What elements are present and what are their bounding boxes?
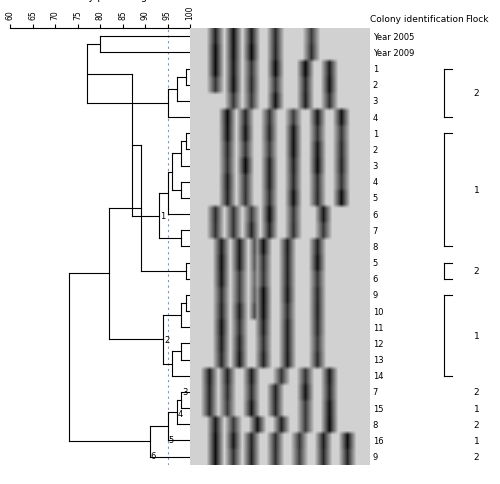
Text: 1: 1 [474, 186, 480, 195]
Text: 4: 4 [178, 409, 182, 418]
Text: 9: 9 [372, 291, 378, 300]
Text: 4: 4 [372, 113, 378, 122]
Text: 15: 15 [372, 404, 383, 413]
Text: 1: 1 [474, 436, 480, 445]
Text: 3: 3 [372, 97, 378, 106]
Text: Flock: Flock [465, 15, 488, 24]
Text: 1: 1 [372, 65, 378, 74]
Text: 3: 3 [372, 162, 378, 171]
Text: 13: 13 [372, 355, 383, 364]
Text: 8: 8 [372, 242, 378, 251]
Text: 7: 7 [372, 226, 378, 235]
Text: 1: 1 [160, 212, 165, 221]
Text: 5: 5 [372, 194, 378, 203]
Text: Year 2009: Year 2009 [372, 49, 414, 58]
Text: 2: 2 [372, 81, 378, 90]
Text: 2: 2 [372, 146, 378, 154]
Text: 5: 5 [168, 435, 173, 444]
Text: 2: 2 [474, 89, 480, 98]
Text: 9: 9 [372, 452, 378, 461]
Text: 2: 2 [164, 335, 170, 344]
Text: Year 2005: Year 2005 [372, 32, 414, 42]
Text: 14: 14 [372, 371, 383, 380]
Text: 6: 6 [150, 451, 156, 460]
Text: 7: 7 [372, 388, 378, 396]
Text: 2: 2 [474, 452, 480, 461]
Text: Colony identification: Colony identification [370, 15, 464, 24]
Text: 2: 2 [474, 267, 480, 275]
Text: 8: 8 [372, 420, 378, 429]
Text: 3: 3 [182, 387, 188, 396]
Text: 16: 16 [372, 436, 383, 445]
Text: 10: 10 [372, 307, 383, 316]
Text: 4: 4 [372, 178, 378, 187]
Text: 1: 1 [474, 404, 480, 413]
Text: 1: 1 [474, 331, 480, 340]
Text: 1: 1 [372, 129, 378, 138]
Text: 5: 5 [372, 258, 378, 268]
Text: 2: 2 [474, 420, 480, 429]
Text: 11: 11 [372, 323, 383, 332]
X-axis label: Similarity percentage: Similarity percentage [48, 0, 152, 2]
Text: 6: 6 [372, 210, 378, 219]
Text: 2: 2 [474, 388, 480, 396]
Text: 6: 6 [372, 274, 378, 284]
Text: 12: 12 [372, 339, 383, 348]
